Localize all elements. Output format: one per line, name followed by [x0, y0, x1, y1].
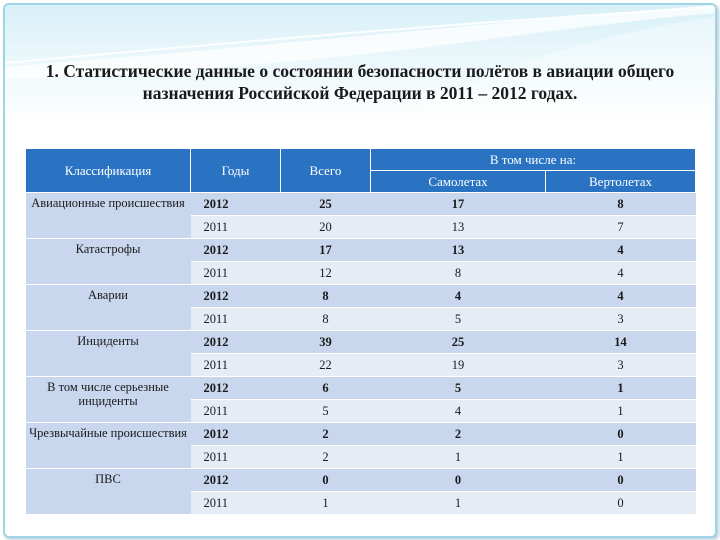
- table-row: 2011 22 19 3: [26, 353, 696, 377]
- planes-cell: 0: [370, 468, 546, 492]
- row-label: Катастрофы: [25, 238, 191, 285]
- table-row: Аварии 2012 8 4 4: [25, 284, 696, 331]
- total-cell: 22: [280, 353, 371, 377]
- helicopters-cell: 1: [545, 399, 696, 423]
- decorative-swoosh: [5, 5, 715, 123]
- total-cell: 12: [280, 261, 371, 285]
- table-row: Катастрофы 2012 17 13 4: [25, 238, 696, 285]
- total-cell: 6: [280, 376, 371, 400]
- year-cell: 2012: [190, 422, 281, 446]
- helicopters-cell: 7: [545, 215, 696, 239]
- row-label: Инциденты: [25, 330, 191, 377]
- header-total: Всего: [280, 148, 371, 193]
- total-cell: 0: [280, 468, 371, 492]
- total-cell: 1: [280, 491, 371, 515]
- planes-cell: 1: [370, 491, 546, 515]
- year-cell: 2011: [190, 491, 281, 515]
- header-years: Годы: [190, 148, 281, 193]
- helicopters-cell: 3: [545, 307, 696, 331]
- table-row: 2011 2 1 1: [26, 445, 696, 469]
- header-classification: Классификация: [25, 148, 191, 193]
- total-cell: 5: [280, 399, 371, 423]
- helicopters-cell: 4: [545, 261, 696, 285]
- helicopters-cell: 8: [545, 192, 696, 216]
- year-cell: 2012: [190, 284, 281, 308]
- table-row: 2011 8 5 3: [26, 307, 696, 331]
- total-cell: 17: [280, 238, 371, 262]
- header-planes: Самолетах: [370, 170, 546, 193]
- helicopters-cell: 0: [545, 422, 696, 446]
- table-row: 2011 20 13 7: [26, 215, 696, 239]
- row-label: Авиационные происшествия: [25, 192, 191, 239]
- planes-cell: 13: [370, 215, 546, 239]
- helicopters-cell: 1: [545, 376, 696, 400]
- helicopters-cell: 0: [545, 491, 696, 515]
- year-cell: 2011: [190, 215, 281, 239]
- total-cell: 2: [280, 445, 371, 469]
- planes-cell: 8: [370, 261, 546, 285]
- total-cell: 25: [280, 192, 371, 216]
- row-label: В том числе серьезные инциденты: [25, 376, 191, 423]
- planes-cell: 25: [370, 330, 546, 354]
- year-cell: 2011: [190, 261, 281, 285]
- table-row: Инциденты 2012 39 25 14: [25, 330, 696, 377]
- helicopters-cell: 1: [545, 445, 696, 469]
- header-helicopters: Вертолетах: [545, 170, 696, 193]
- helicopters-cell: 4: [545, 284, 696, 308]
- row-label: Аварии: [25, 284, 191, 331]
- helicopters-cell: 14: [545, 330, 696, 354]
- year-cell: 2012: [190, 468, 281, 492]
- table-row: В том числе серьезные инциденты 2012 6 5…: [25, 376, 696, 423]
- planes-cell: 5: [370, 376, 546, 400]
- table-row: 2011 12 8 4: [26, 261, 696, 285]
- table-row: 2011 1 1 0: [26, 491, 696, 515]
- total-cell: 2: [280, 422, 371, 446]
- total-cell: 8: [280, 284, 371, 308]
- year-cell: 2012: [190, 238, 281, 262]
- row-label: ПВС: [25, 468, 191, 515]
- helicopters-cell: 4: [545, 238, 696, 262]
- planes-cell: 5: [370, 307, 546, 331]
- year-cell: 2011: [190, 307, 281, 331]
- year-cell: 2011: [190, 445, 281, 469]
- planes-cell: 19: [370, 353, 546, 377]
- year-cell: 2011: [190, 399, 281, 423]
- row-label: Чрезвычайные происшествия: [25, 422, 191, 469]
- table-row: Чрезвычайные происшествия 2012 2 2 0: [25, 422, 696, 469]
- table-row: 2011 5 4 1: [26, 399, 696, 423]
- total-cell: 39: [280, 330, 371, 354]
- helicopters-cell: 3: [545, 353, 696, 377]
- planes-cell: 2: [370, 422, 546, 446]
- planes-cell: 13: [370, 238, 546, 262]
- year-cell: 2012: [190, 192, 281, 216]
- year-cell: 2012: [190, 330, 281, 354]
- total-cell: 8: [280, 307, 371, 331]
- planes-cell: 4: [370, 399, 546, 423]
- header-including: В том числе на:: [370, 148, 696, 171]
- year-cell: 2012: [190, 376, 281, 400]
- total-cell: 20: [280, 215, 371, 239]
- table-row: ПВС 2012 0 0 0: [25, 468, 696, 515]
- helicopters-cell: 0: [545, 468, 696, 492]
- safety-statistics-table: Классификация Годы Всего В том числе на:…: [25, 148, 696, 515]
- table-row: Авиационные происшествия 2012 25 17 8: [25, 192, 696, 239]
- year-cell: 2011: [190, 353, 281, 377]
- planes-cell: 4: [370, 284, 546, 308]
- planes-cell: 1: [370, 445, 546, 469]
- page-title: 1. Статистические данные о состоянии без…: [45, 61, 675, 103]
- planes-cell: 17: [370, 192, 546, 216]
